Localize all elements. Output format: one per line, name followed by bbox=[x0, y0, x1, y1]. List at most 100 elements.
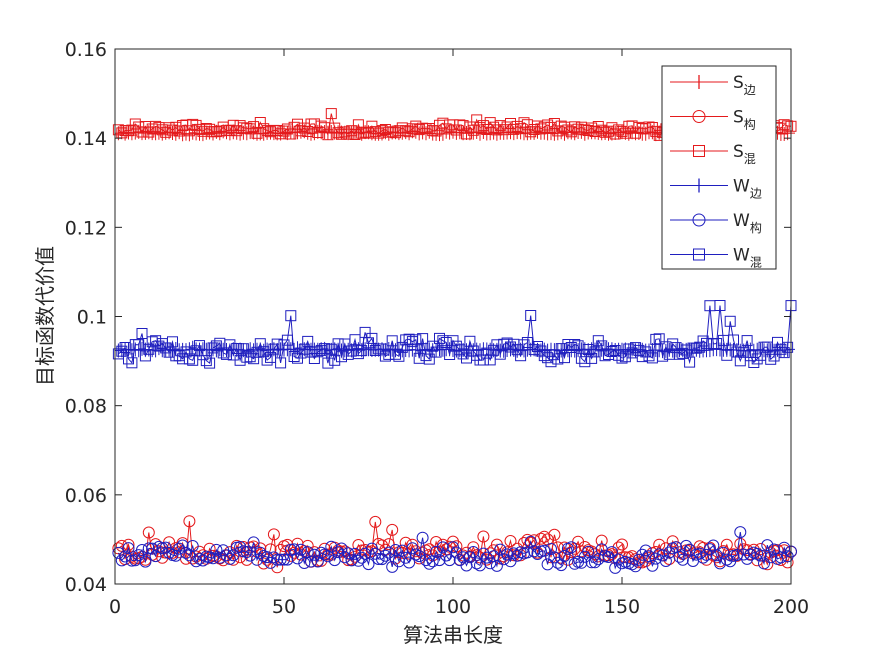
data-point bbox=[165, 342, 174, 357]
data-point bbox=[477, 530, 490, 543]
data-point bbox=[411, 124, 420, 139]
data-point bbox=[471, 114, 483, 126]
x-tick-label: 200 bbox=[773, 596, 809, 618]
data-point bbox=[651, 127, 660, 142]
data-point bbox=[472, 125, 481, 139]
x-tick-label: 0 bbox=[109, 596, 121, 618]
data-point bbox=[621, 342, 630, 357]
data-point bbox=[257, 557, 270, 570]
data-point bbox=[509, 342, 518, 357]
data-point bbox=[271, 553, 284, 566]
data-point bbox=[450, 546, 463, 559]
y-tick-label: 0.12 bbox=[65, 217, 107, 239]
data-point bbox=[521, 546, 534, 559]
data-point bbox=[489, 125, 498, 140]
data-point bbox=[476, 343, 484, 358]
data-point bbox=[305, 555, 317, 568]
data-point bbox=[212, 343, 221, 358]
data-point bbox=[595, 534, 608, 547]
data-point bbox=[509, 126, 518, 141]
data-point bbox=[616, 538, 628, 551]
data-point bbox=[634, 126, 643, 140]
data-point bbox=[182, 126, 190, 141]
data-point bbox=[584, 343, 593, 358]
data-point bbox=[766, 343, 775, 358]
data-point bbox=[210, 543, 223, 556]
data-point bbox=[621, 125, 630, 140]
data-point bbox=[288, 543, 301, 556]
data-point bbox=[178, 127, 187, 142]
data-point bbox=[609, 561, 622, 574]
data-point bbox=[171, 342, 180, 356]
data-point bbox=[394, 342, 403, 357]
data-point bbox=[737, 548, 750, 561]
data-point bbox=[391, 125, 400, 140]
data-point bbox=[486, 126, 495, 141]
data-point bbox=[433, 554, 446, 567]
data-point bbox=[455, 125, 464, 140]
data-point bbox=[445, 125, 454, 140]
data-point bbox=[144, 342, 153, 357]
data-point bbox=[293, 341, 302, 356]
data-point bbox=[355, 551, 368, 564]
data-point bbox=[256, 342, 265, 357]
data-point bbox=[406, 542, 419, 555]
data-point bbox=[168, 343, 177, 358]
data-point bbox=[300, 124, 309, 139]
data-point bbox=[296, 343, 305, 358]
data-point bbox=[240, 546, 253, 558]
data-point bbox=[146, 542, 159, 555]
data-point bbox=[758, 557, 770, 570]
data-point bbox=[457, 551, 470, 564]
data-point bbox=[607, 342, 616, 357]
data-point bbox=[408, 124, 417, 139]
data-point bbox=[290, 342, 299, 357]
data-point bbox=[416, 531, 429, 544]
data-point bbox=[665, 342, 674, 357]
data-point bbox=[570, 126, 579, 141]
data-point bbox=[154, 125, 163, 140]
data-point bbox=[734, 526, 747, 539]
legend-box bbox=[661, 65, 777, 270]
series-w-plus bbox=[114, 340, 795, 359]
x-axis-label: 算法串长度 bbox=[403, 623, 503, 647]
data-point bbox=[168, 126, 177, 140]
data-point bbox=[469, 125, 478, 140]
data-point bbox=[589, 556, 601, 569]
data-point bbox=[525, 310, 537, 321]
data-point bbox=[558, 550, 571, 562]
data-point bbox=[648, 125, 657, 140]
data-point bbox=[376, 553, 388, 566]
data-point bbox=[284, 543, 297, 556]
data-point bbox=[382, 538, 395, 551]
data-point bbox=[639, 544, 652, 557]
data-point bbox=[205, 343, 214, 358]
data-point bbox=[188, 340, 197, 355]
data-point bbox=[127, 343, 136, 358]
data-point bbox=[158, 126, 167, 141]
data-point bbox=[165, 125, 174, 140]
data-point bbox=[378, 342, 386, 357]
data-point bbox=[555, 559, 568, 572]
data-point bbox=[131, 342, 140, 357]
y-tick-label: 0.14 bbox=[65, 128, 107, 150]
data-point bbox=[171, 126, 180, 141]
data-point bbox=[131, 125, 140, 140]
data-point bbox=[117, 125, 126, 140]
data-point bbox=[349, 547, 361, 560]
data-point bbox=[528, 545, 541, 558]
data-point bbox=[592, 550, 605, 563]
data-point bbox=[472, 342, 481, 357]
data-point bbox=[490, 559, 503, 572]
data-point bbox=[548, 528, 561, 541]
data-point bbox=[207, 552, 219, 565]
data-point bbox=[344, 126, 353, 141]
data-point bbox=[666, 535, 679, 548]
data-point bbox=[190, 555, 203, 568]
legend-marker bbox=[692, 213, 706, 227]
data-point bbox=[585, 556, 598, 569]
data-point bbox=[223, 552, 236, 565]
data-point bbox=[506, 125, 515, 140]
data-point bbox=[327, 125, 336, 139]
data-point bbox=[389, 544, 402, 556]
